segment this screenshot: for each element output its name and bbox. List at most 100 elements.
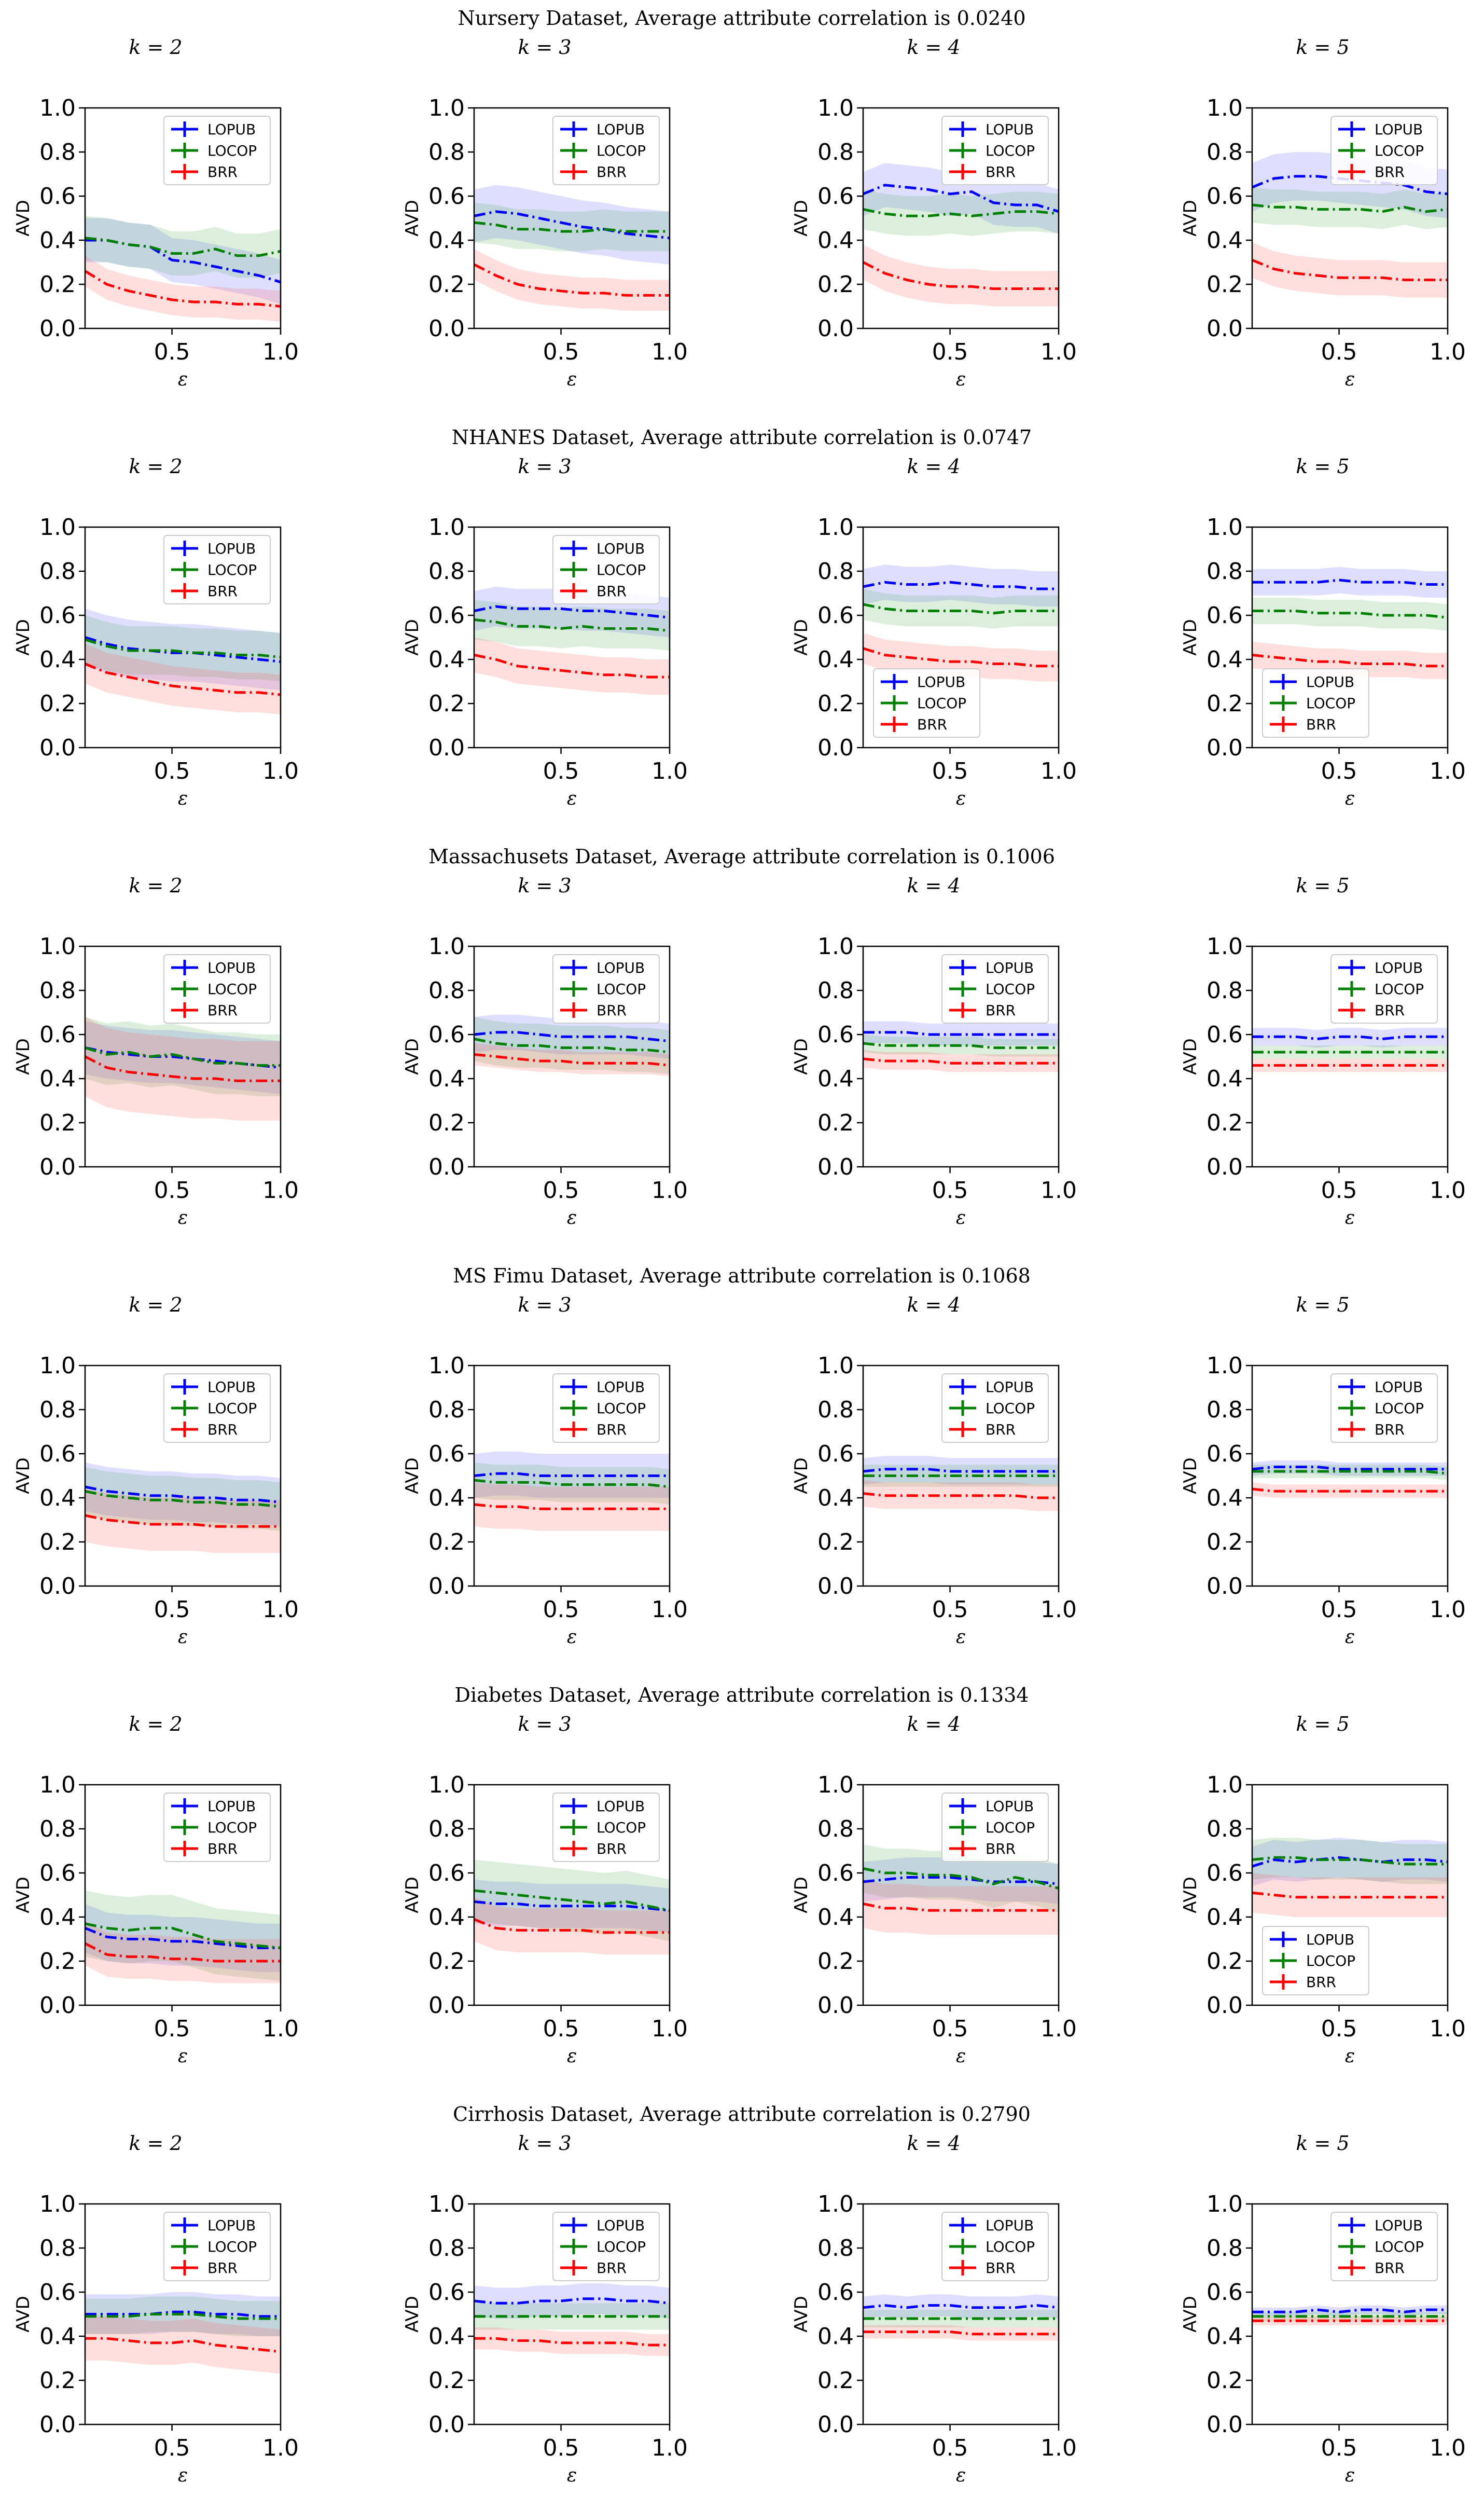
x-axis-label: ε [1345,788,1355,809]
k-label: k = 4 [907,2132,960,2155]
k-label: k = 5 [1296,874,1349,897]
legend-label: LOCOP [986,1400,1035,1417]
plot-area [1252,1460,1448,1498]
x-tick-label: 0.5 [154,758,190,784]
legend-label: BRR [597,1002,627,1019]
band-brr [85,2316,281,2374]
legend-box [941,116,1049,185]
k-label: k = 3 [518,36,571,59]
y-tick-label: 0.8 [39,558,76,585]
legend-label: LOCOP [597,561,646,578]
y-axis-label: AVD [402,200,423,237]
data-point-brr [1273,1065,1274,1066]
x-tick-label: 0.5 [543,2435,579,2461]
axes-frame [473,1784,671,2006]
x-axis-label: ε [956,2465,966,2486]
data-point-locop [495,1482,496,1483]
x-tick-label: 0.5 [543,1596,579,1623]
y-tick-label: 0.0 [428,1573,465,1600]
data-point-brr [237,1961,238,1962]
subplot: k = 30.00.20.40.60.81.00.5 1.0εAVDLOPUBLO… [402,2132,688,2486]
legend-label: BRR [917,716,947,733]
y-tick-label: 0.6 [817,1441,854,1467]
y-tick-label: 0.4 [39,1904,76,1931]
x-tick-label: 1.0 [1430,1177,1466,1204]
legend-label: LOCOP [207,142,257,159]
data-point-brr [993,1910,994,1911]
y-tick-label: 0.8 [428,2235,465,2262]
y-tick-label: 0.8 [39,139,76,166]
y-axis-label: AVD [791,1038,812,1075]
y-tick-label: 0.0 [39,1573,76,1600]
y-tick-label: 0.2 [1206,2367,1243,2394]
y-tick-label: 0.2 [817,1110,854,1136]
data-point-brr [604,1063,605,1064]
x-tick-label: 1.0 [262,758,299,784]
data-point-brr [1295,1065,1296,1066]
series-line-brr [85,1514,281,1528]
y-axis-label: AVD [13,1877,34,1913]
data-point-locop [1382,1052,1383,1053]
y-tick-label: 0.6 [1206,1441,1243,1467]
band-locop [85,1891,281,1981]
legend: LOPUB LOCOP BRR [552,535,660,604]
data-point-brr [215,2345,216,2346]
x-tick-label: 1.0 [1041,1596,1077,1623]
data-point-brr [906,1908,907,1909]
subplot: k = 30.00.20.40.60.81.00.5 1.0εAVDLOPUBLO… [402,1293,688,1648]
data-point-brr [128,1956,129,1957]
y-tick-label: 0.6 [428,1860,465,1886]
y-tick-label: 0.8 [39,2235,76,2262]
data-point-locop [1273,2316,1274,2317]
x-tick-label: 1.0 [262,2435,299,2461]
y-tick-label: 0.8 [428,977,465,1004]
y-tick-label: 0.8 [39,1816,76,1842]
data-point-locop [604,1047,605,1048]
data-point-brr [582,293,583,294]
series-line-lopub [474,1472,670,1477]
legend: LOPUB LOCOP BRR [941,1793,1049,1862]
band-locop [863,589,1059,629]
plot-area [474,1859,670,1955]
k-label: k = 3 [518,1713,571,1735]
data-point-brr [1382,1491,1383,1492]
axes-frame [84,945,282,1168]
x-tick-label: 1.0 [262,1177,299,1204]
legend-label: LOPUB [1375,1378,1423,1396]
series-line-lopub [1252,1035,1448,1041]
y-axis-label: AVD [1180,1038,1201,1075]
data-point-lopub [1404,1859,1405,1860]
data-point-lopub [993,1471,994,1472]
legend-label: LOCOP [986,142,1035,159]
legend-box [1330,954,1438,1024]
data-point-locop [1404,206,1405,208]
legend-box [552,1373,660,1443]
legend-label: LOPUB [597,2217,645,2234]
band-lopub [85,1463,281,1527]
legend-label: BRR [986,1421,1016,1438]
x-tick-label: 0.5 [154,1177,190,1204]
y-tick-label: 0.8 [428,139,465,166]
y-tick-label: 1.0 [817,933,854,960]
legend: LOPUB LOCOP BRR [552,954,660,1024]
subplot: k = 40.00.20.40.60.81.00.5 1.0εAVDLOPUBLO… [791,874,1077,1229]
data-point-lopub [1015,1471,1016,1472]
legend-label: BRR [597,1840,627,1857]
legend-box [1330,116,1438,185]
k-label: k = 5 [1296,455,1349,478]
data-point-brr [906,1495,907,1496]
legend-box [163,1793,271,1862]
legend: LOPUB LOCOP BRR [941,1373,1049,1443]
subplot: k = 20.00.20.40.60.81.00.5 1.0εAVDLOPUBLO… [13,455,299,809]
data-point-lopub [1273,582,1274,583]
series-line-brr [474,1053,670,1067]
data-point-locop [582,626,583,627]
dataset-row: NHANES Dataset, Average attribute correl… [13,426,1466,809]
x-axis-label: ε [178,2465,188,2486]
y-tick-label: 0.8 [817,2235,854,2262]
band-brr [1252,1873,1448,1917]
y-tick-label: 0.8 [428,558,465,585]
data-point-lopub [1382,582,1383,583]
legend-label: BRR [1306,1974,1336,1991]
data-point-lopub [193,262,194,263]
